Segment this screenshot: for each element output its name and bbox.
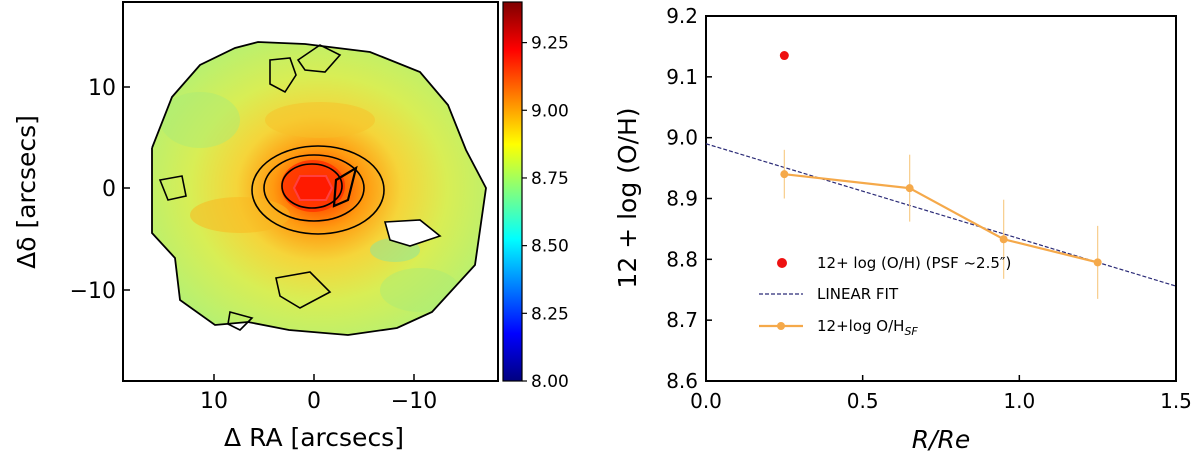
map-green-patch xyxy=(160,92,240,148)
plot-xlabel: R/Re xyxy=(912,425,971,454)
plot-xtick-label: 1.5 xyxy=(1160,389,1192,413)
map-xtick-label: −10 xyxy=(391,389,437,414)
plot-xtick-label: 0.5 xyxy=(847,389,879,413)
legend-fit-label: LINEAR FIT xyxy=(817,285,899,303)
map-contour xyxy=(383,219,442,247)
colorbar-tick-label: 8.75 xyxy=(531,169,569,189)
colorbar-ticks: 8.00 8.25 8.50 8.75 9.00 9.25 xyxy=(522,34,569,392)
sf-point xyxy=(999,235,1008,244)
map-contour xyxy=(269,57,297,94)
sf-point xyxy=(780,170,789,179)
map-orange-patch xyxy=(190,197,290,233)
map-xtick-label: 10 xyxy=(200,389,228,414)
plot-xtick-label: 1.0 xyxy=(1003,389,1035,413)
psf-point xyxy=(779,51,789,61)
plot-xtick-label: 0.0 xyxy=(690,389,722,413)
map-contour xyxy=(263,154,365,222)
plot-ytick-label: 8.9 xyxy=(666,187,698,211)
map-orange-patch xyxy=(265,102,375,138)
colorbar-tick-label: 8.50 xyxy=(531,237,569,257)
colorbar: 8.00 8.25 8.50 8.75 9.00 9.25 xyxy=(502,1,569,392)
psf-metallicity-points xyxy=(779,51,789,61)
sf-point xyxy=(1093,258,1102,267)
map-contour xyxy=(158,175,187,201)
plot-ytick-label: 9.1 xyxy=(666,65,698,89)
legend-psf-label: 12+ log (O/H) (PSF ~2.5″) xyxy=(817,254,1011,272)
left-panel: 10 0 −10 10 0 −10 Δ RA [arcsecs] Δδ [arc… xyxy=(12,1,569,452)
colorbar-tick-label: 9.25 xyxy=(531,34,569,54)
colorbar-gradient xyxy=(502,1,523,382)
map-contour xyxy=(296,44,342,73)
map-ylabel: Δδ [arcsecs] xyxy=(12,115,41,269)
plot-ytick-label: 9.2 xyxy=(666,4,698,28)
plot-ytick-label: 8.7 xyxy=(666,308,698,332)
plot-ytick-label: 9.0 xyxy=(666,126,698,150)
legend-psf-marker xyxy=(777,258,787,268)
plot-ticks: 0.0 0.5 1.0 1.5 8.6 8.7 8.8 8.9 9.0 9.1 9.2 xyxy=(666,4,1192,413)
colorbar-tick-label: 8.00 xyxy=(531,372,569,392)
plot-ytick-label: 8.8 xyxy=(666,247,698,271)
map-ytick-label: 10 xyxy=(88,76,116,101)
map-core-peak xyxy=(292,175,334,201)
plot-ylabel: 12 + log (O/H) xyxy=(613,107,642,288)
legend-sf-label: 12+log O/HSF xyxy=(817,317,918,338)
map-xtick-label: 0 xyxy=(307,389,321,414)
map-contour xyxy=(275,271,332,309)
legend-sf-marker xyxy=(777,322,785,330)
map-contour xyxy=(332,165,358,208)
legend: 12+ log (O/H) (PSF ~2.5″) LINEAR FIT 12+… xyxy=(759,254,1011,338)
map-green-patch xyxy=(380,268,460,312)
map-ytick-label: 0 xyxy=(102,177,116,202)
map-contour xyxy=(281,163,343,209)
map-contour xyxy=(251,145,385,235)
map-ytick-label: −10 xyxy=(70,279,116,304)
sf-point xyxy=(905,184,914,193)
map-xlabel: Δ RA [arcsecs] xyxy=(224,423,404,452)
colorbar-tick-label: 8.25 xyxy=(531,304,569,324)
colorbar-tick-label: 9.00 xyxy=(531,101,569,121)
error-bars xyxy=(783,149,1099,299)
map-contour xyxy=(227,310,254,331)
metallicity-map xyxy=(151,41,487,336)
sf-metallicity-line xyxy=(784,173,1098,264)
sf-metallicity-points xyxy=(780,170,1102,267)
map-ticks xyxy=(123,86,415,381)
map-outline-contour xyxy=(151,41,487,336)
plot-ytick-label: 8.6 xyxy=(666,369,698,393)
right-panel: 0.0 0.5 1.0 1.5 8.6 8.7 8.8 8.9 9.0 9.1 9.2 R/Re 1… xyxy=(613,4,1192,454)
